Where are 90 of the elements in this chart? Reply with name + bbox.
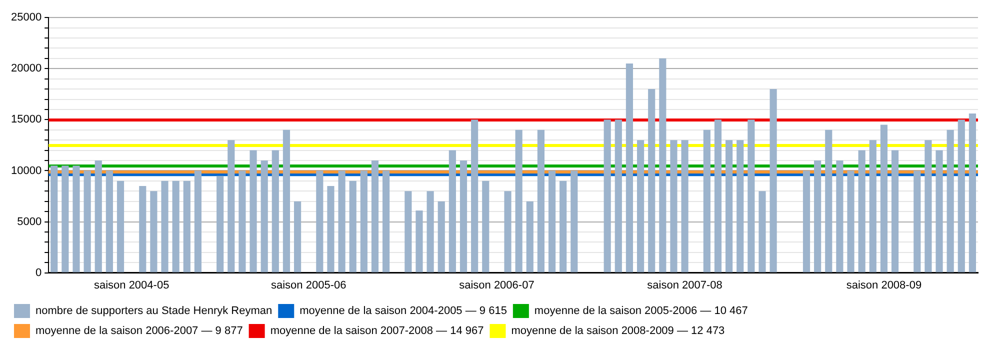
bar	[891, 150, 899, 272]
bar	[936, 150, 943, 272]
bar	[460, 160, 468, 272]
bar	[139, 186, 146, 272]
bar	[570, 170, 578, 272]
y-tick-label: 25000	[10, 12, 42, 24]
bar	[880, 124, 888, 272]
bar	[914, 170, 921, 272]
bar	[183, 180, 190, 272]
y-tick-label: 10000	[10, 164, 42, 177]
bar	[282, 130, 290, 272]
bar	[482, 180, 490, 272]
bar	[382, 170, 390, 272]
bar	[726, 140, 733, 272]
bar	[714, 120, 722, 272]
bar	[946, 130, 954, 272]
bar	[548, 170, 556, 272]
bar	[869, 140, 876, 272]
bar	[537, 130, 544, 272]
bar	[228, 140, 235, 272]
y-tick-label: 15000	[10, 114, 42, 126]
bar	[260, 160, 268, 272]
legend-label: nombre de supporters au Stade Henryk Reyman	[36, 305, 272, 318]
bar	[526, 201, 534, 272]
bar	[172, 180, 180, 272]
bar	[360, 170, 368, 272]
bar	[703, 130, 710, 272]
bar	[250, 150, 257, 272]
bar	[648, 89, 656, 272]
bar	[448, 150, 456, 272]
bar	[438, 201, 445, 272]
bar	[802, 170, 810, 272]
bar	[150, 191, 158, 272]
bar	[161, 180, 168, 272]
bar	[504, 191, 512, 272]
bar	[770, 89, 777, 272]
bar	[72, 166, 80, 272]
bar	[426, 191, 434, 272]
bar	[758, 191, 766, 272]
bar	[958, 120, 965, 272]
bar	[327, 186, 334, 272]
x-tick-label: saison 2005-06	[270, 279, 346, 292]
bar	[626, 64, 634, 272]
y-tick-label: 20000	[10, 62, 42, 75]
bar	[659, 58, 666, 272]
bar	[604, 120, 611, 272]
bar	[338, 170, 346, 272]
y-tick-label: 0	[35, 266, 42, 279]
bar	[238, 170, 246, 272]
bar	[836, 160, 844, 272]
bar	[847, 170, 854, 272]
bar	[50, 166, 58, 272]
bar	[924, 140, 932, 272]
bar	[84, 170, 91, 272]
bar	[416, 210, 423, 272]
bar	[116, 180, 124, 272]
bar	[636, 140, 644, 272]
legend-label: moyenne de la saison 2004-2005 — 9 615	[300, 305, 507, 318]
legend-label: moyenne de la saison 2006-2007 — 9 877	[36, 325, 243, 338]
bar	[194, 170, 202, 272]
x-tick-label: saison 2006-07	[459, 279, 534, 292]
bar	[814, 160, 822, 272]
bar	[825, 130, 832, 272]
x-tick-label: saison 2004-05	[94, 279, 170, 292]
legend-label: moyenne de la saison 2007-2008 — 14 967	[270, 325, 484, 338]
bar	[858, 150, 866, 272]
bar	[371, 160, 379, 272]
x-tick-label: saison 2008-09	[846, 279, 922, 292]
bar	[681, 140, 688, 272]
bar	[670, 140, 678, 272]
bar	[349, 180, 356, 272]
bar	[62, 166, 69, 272]
x-tick-label: saison 2007-08	[647, 279, 722, 292]
y-tick-label: 5000	[17, 216, 42, 228]
bar	[216, 176, 224, 272]
legend-label: moyenne de la saison 2008-2009 — 12 473	[511, 325, 725, 338]
bar	[748, 120, 755, 272]
bar	[94, 160, 102, 272]
bar	[515, 130, 522, 272]
bar	[471, 120, 478, 272]
bar	[736, 140, 744, 272]
bar	[106, 170, 113, 272]
bar	[404, 191, 412, 272]
bar	[560, 180, 567, 272]
bar	[968, 114, 976, 272]
bar	[272, 150, 279, 272]
bar	[316, 170, 324, 272]
bar	[614, 120, 622, 272]
legend-label: moyenne de la saison 2005-2006 — 10 467	[534, 305, 748, 318]
bar	[294, 201, 302, 272]
